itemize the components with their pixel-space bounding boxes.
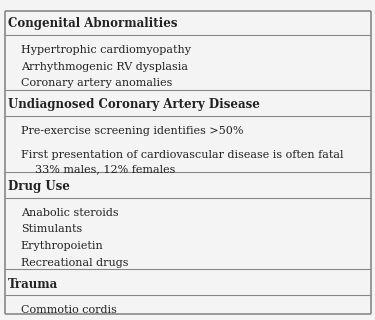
- Text: Hypertrophic cardiomyopathy: Hypertrophic cardiomyopathy: [21, 45, 190, 55]
- Text: Trauma: Trauma: [8, 277, 58, 291]
- Text: Erythropoietin: Erythropoietin: [21, 241, 104, 251]
- Text: Anabolic steroids: Anabolic steroids: [21, 208, 118, 218]
- Text: Congenital Abnormalities: Congenital Abnormalities: [8, 18, 178, 30]
- Text: Commotio cordis: Commotio cordis: [21, 305, 117, 315]
- Text: Recreational drugs: Recreational drugs: [21, 258, 128, 268]
- Text: Coronary artery anomalies: Coronary artery anomalies: [21, 78, 172, 88]
- Text: Drug Use: Drug Use: [8, 180, 70, 193]
- Text: Pre-exercise screening identifies >50%: Pre-exercise screening identifies >50%: [21, 126, 243, 136]
- Text: Undiagnosed Coronary Artery Disease: Undiagnosed Coronary Artery Disease: [8, 98, 260, 111]
- Text: First presentation of cardiovascular disease is often fatal
    33% males, 12% f: First presentation of cardiovascular dis…: [21, 150, 343, 174]
- Text: Arrhythmogenic RV dysplasia: Arrhythmogenic RV dysplasia: [21, 62, 188, 72]
- Text: Stimulants: Stimulants: [21, 225, 82, 235]
